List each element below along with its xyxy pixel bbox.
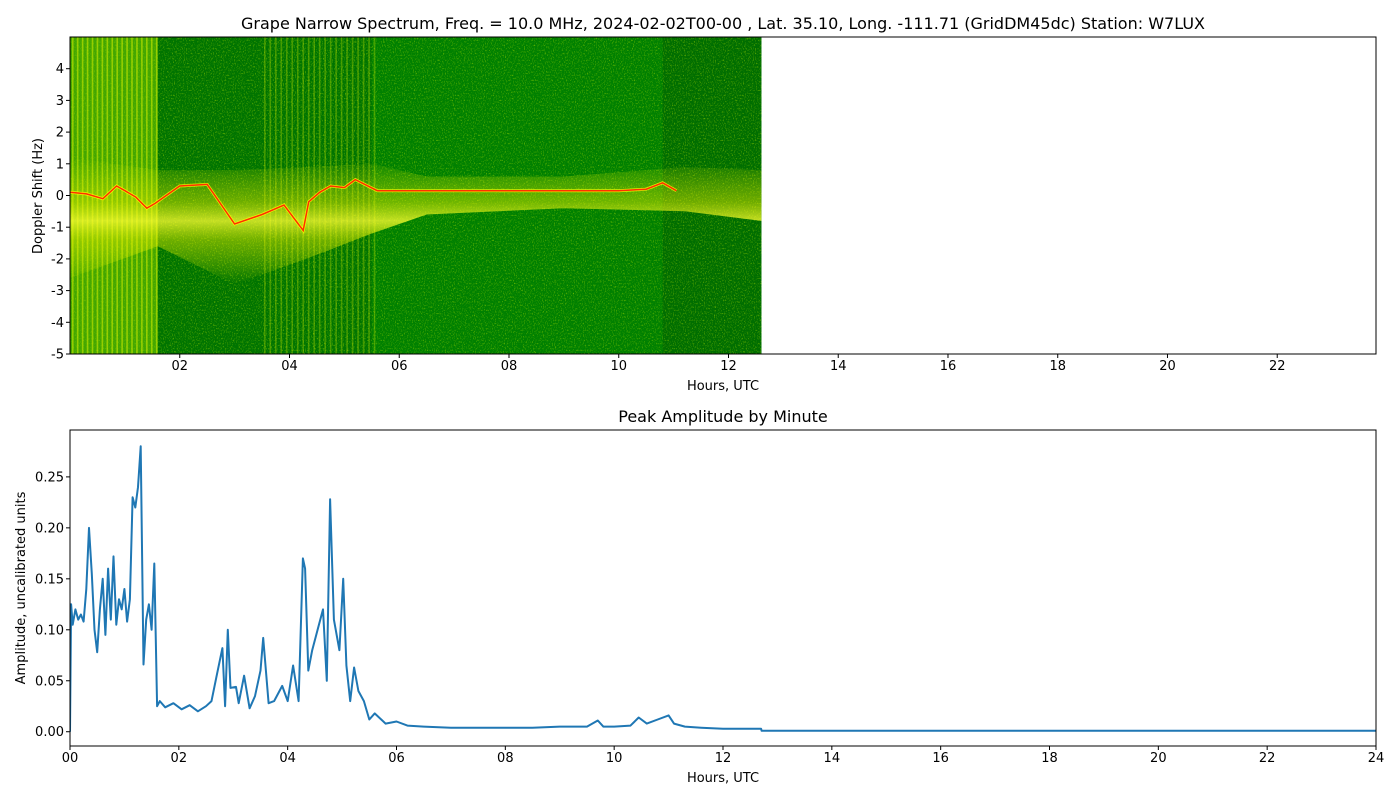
spectrum-y-axis-label: Doppler Shift (Hz) bbox=[31, 138, 46, 254]
amplitude-title: Peak Amplitude by Minute bbox=[618, 407, 828, 426]
spectrum-panel: Grape Narrow Spectrum, Freq. = 10.0 MHz,… bbox=[31, 14, 1377, 394]
spectrum-y-tick-label: 4 bbox=[56, 62, 64, 77]
amplitude-x-axis-label: Hours, UTC bbox=[687, 771, 759, 786]
amplitude-axes-frame bbox=[69, 429, 1377, 747]
amplitude-x-tick-label: 04 bbox=[279, 751, 296, 766]
amplitude-y-ticks: 0.00 0.05 0.10 0.15 0.20 0.25 bbox=[35, 470, 70, 740]
spectrum-y-tick-label: -1 bbox=[51, 221, 64, 236]
amplitude-y-tick-label: 0.25 bbox=[35, 470, 64, 485]
amplitude-panel: Peak Amplitude by Minute 00 02 04 06 08 10 12 1… bbox=[14, 407, 1384, 786]
amplitude-x-tick-label: 20 bbox=[1150, 751, 1167, 766]
amplitude-y-tick-label: 0.00 bbox=[35, 725, 64, 740]
spectrum-x-axis-label: Hours, UTC bbox=[687, 379, 759, 394]
spectrum-x-ticks: 02 04 06 08 10 12 14 16 18 20 22 bbox=[171, 354, 1286, 374]
amplitude-plot-area bbox=[70, 445, 1376, 732]
amplitude-x-ticks: 00 02 04 06 08 10 12 14 16 18 20 22 24 bbox=[62, 746, 1385, 766]
spectrum-y-ticks: -5 -4 -3 -2 -1 0 1 2 3 4 bbox=[51, 62, 70, 363]
spectrum-title: Grape Narrow Spectrum, Freq. = 10.0 MHz,… bbox=[241, 14, 1205, 33]
amplitude-y-tick-label: 0.15 bbox=[35, 572, 64, 587]
amplitude-x-tick-label: 12 bbox=[715, 751, 732, 766]
amplitude-x-tick-label: 02 bbox=[171, 751, 188, 766]
spectrum-y-tick-label: -2 bbox=[51, 252, 64, 267]
spectrum-x-tick-label: 22 bbox=[1269, 359, 1286, 374]
amplitude-x-tick-label: 00 bbox=[62, 751, 79, 766]
amplitude-x-tick-label: 14 bbox=[824, 751, 841, 766]
spectrum-x-tick-label: 08 bbox=[501, 359, 518, 374]
spectrum-x-tick-label: 14 bbox=[830, 359, 847, 374]
spectrum-x-tick-label: 18 bbox=[1049, 359, 1066, 374]
amplitude-x-tick-label: 06 bbox=[388, 751, 405, 766]
spectrum-y-tick-label: 1 bbox=[56, 157, 64, 172]
spectrum-y-tick-label: 0 bbox=[56, 189, 64, 204]
amplitude-x-tick-label: 16 bbox=[932, 751, 949, 766]
spectrum-x-tick-label: 20 bbox=[1159, 359, 1176, 374]
amplitude-y-axis-label: Amplitude, uncalibrated units bbox=[14, 491, 29, 684]
spectrum-x-tick-label: 04 bbox=[281, 359, 298, 374]
amplitude-y-tick-label: 0.05 bbox=[35, 674, 64, 689]
spectrum-x-tick-label: 06 bbox=[391, 359, 408, 374]
spectrum-plot-area bbox=[70, 37, 762, 354]
spectrum-x-tick-label: 10 bbox=[610, 359, 627, 374]
spectrum-peak-trace bbox=[70, 178, 677, 233]
amplitude-x-tick-label: 22 bbox=[1259, 751, 1276, 766]
spectrum-y-tick-label: 3 bbox=[56, 94, 64, 109]
amplitude-series-line bbox=[70, 445, 1376, 732]
spectrum-x-tick-label: 02 bbox=[171, 359, 188, 374]
spectrum-y-tick-label: -5 bbox=[51, 348, 64, 363]
spectrum-x-tick-label: 16 bbox=[940, 359, 957, 374]
spectrum-y-tick-label: 2 bbox=[56, 126, 64, 141]
spectrum-y-tick-label: -3 bbox=[51, 284, 64, 299]
amplitude-x-tick-label: 24 bbox=[1368, 751, 1385, 766]
amplitude-y-tick-label: 0.10 bbox=[35, 623, 64, 638]
amplitude-x-tick-label: 08 bbox=[497, 751, 514, 766]
spectrum-x-tick-label: 12 bbox=[720, 359, 737, 374]
spectrum-y-tick-label: -4 bbox=[51, 316, 64, 331]
amplitude-y-tick-label: 0.20 bbox=[35, 521, 64, 536]
amplitude-x-tick-label: 10 bbox=[606, 751, 623, 766]
amplitude-x-tick-label: 18 bbox=[1041, 751, 1058, 766]
